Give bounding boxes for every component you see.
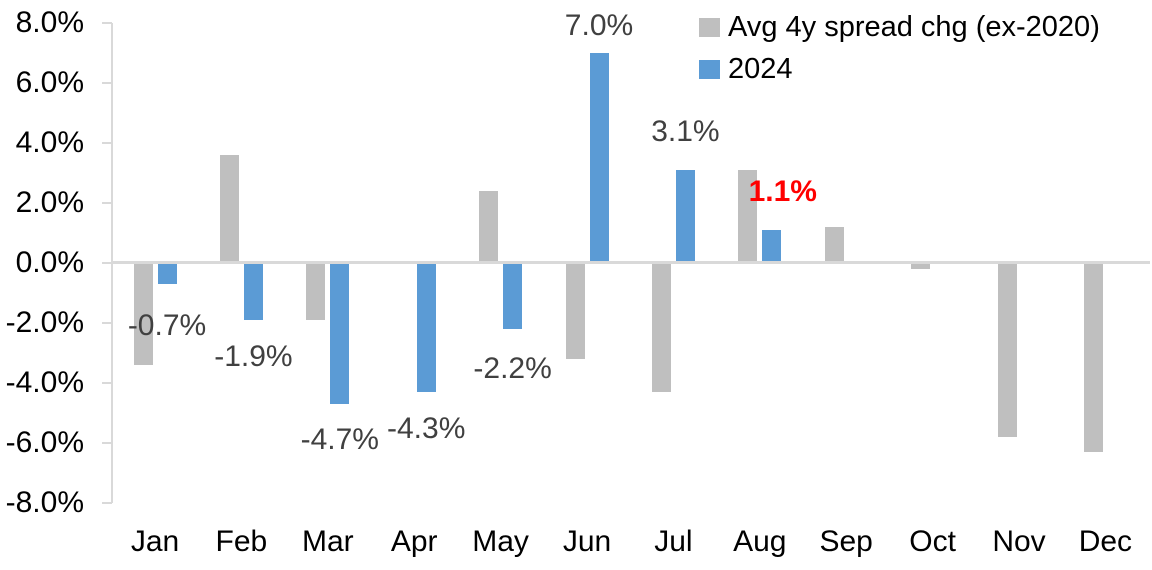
legend-label: 2024 bbox=[728, 52, 793, 85]
y-tick-label: 4.0% bbox=[15, 125, 84, 159]
y-tick-mark bbox=[102, 441, 112, 444]
data-label-may: -2.2% bbox=[473, 352, 552, 385]
y-tick-label: -4.0% bbox=[5, 365, 84, 399]
x-tick-label-apr: Apr bbox=[390, 525, 438, 558]
data-label-jun: 7.0% bbox=[564, 8, 634, 42]
data-label-jan: -0.7% bbox=[127, 308, 207, 342]
y-tick-label: -2.0% bbox=[5, 305, 84, 339]
x-tick-label-dec: Dec bbox=[1078, 525, 1133, 558]
x-tick-label-mar: Mar bbox=[301, 525, 354, 558]
x-tick-label-feb: Feb bbox=[215, 525, 268, 558]
bar-2024-aug bbox=[762, 229, 782, 263]
data-label-mar: -4.7% bbox=[300, 422, 379, 456]
x-tick-label-may: May bbox=[472, 525, 529, 558]
legend-entry-avg: Avg 4y spread chg (ex-2020) bbox=[699, 6, 1100, 48]
legend-swatch-icon bbox=[699, 59, 720, 79]
y-tick-label: 6.0% bbox=[15, 65, 84, 99]
y-tick-mark bbox=[102, 261, 112, 264]
bar-avg-nov bbox=[997, 262, 1017, 437]
bar-avg-dec bbox=[1083, 262, 1103, 452]
bar-avg-jun bbox=[565, 262, 585, 359]
y-tick-label: -6.0% bbox=[5, 425, 84, 459]
bar-avg-aug bbox=[738, 169, 758, 263]
x-axis-baseline bbox=[111, 261, 1150, 264]
bar-avg-jan bbox=[133, 262, 153, 365]
data-label-aug: 1.1% bbox=[748, 175, 817, 208]
y-tick-mark bbox=[102, 21, 112, 24]
y-tick-label: 0.0% bbox=[15, 245, 84, 279]
data-label-apr: -4.3% bbox=[387, 412, 466, 445]
legend: Avg 4y spread chg (ex-2020) 2024 bbox=[699, 6, 1100, 90]
x-tick-label-sep: Sep bbox=[819, 525, 873, 558]
x-tick-label-jan: Jan bbox=[130, 525, 180, 558]
legend-swatch-icon bbox=[699, 17, 720, 37]
x-tick-label-jul: Jul bbox=[654, 525, 693, 558]
x-tick-label-jun: Jun bbox=[562, 525, 612, 558]
x-tick-label-aug: Aug bbox=[733, 525, 787, 558]
bar-2024-apr bbox=[416, 262, 436, 392]
y-tick-mark bbox=[102, 141, 112, 144]
bar-2024-feb bbox=[243, 262, 263, 320]
y-tick-label: -8.0% bbox=[5, 485, 84, 519]
data-label-feb: -1.9% bbox=[214, 340, 293, 373]
x-tick-label-oct: Oct bbox=[909, 525, 956, 558]
y-tick-label: 8.0% bbox=[15, 5, 84, 39]
bar-avg-oct bbox=[911, 262, 931, 269]
bar-avg-jul bbox=[651, 262, 671, 392]
y-tick-mark bbox=[102, 501, 112, 504]
legend-entry-2024: 2024 bbox=[699, 48, 1100, 90]
x-tick-label-nov: Nov bbox=[992, 525, 1046, 558]
y-tick-mark bbox=[102, 81, 112, 84]
bar-2024-jan bbox=[157, 262, 177, 284]
y-tick-mark bbox=[102, 201, 112, 204]
y-tick-label: 2.0% bbox=[15, 185, 84, 219]
bar-avg-may bbox=[479, 190, 499, 263]
bar-avg-sep bbox=[824, 226, 844, 263]
bar-avg-mar bbox=[306, 262, 326, 320]
y-tick-mark bbox=[102, 321, 112, 324]
bar-2024-may bbox=[503, 262, 523, 329]
data-label-jul: 3.1% bbox=[651, 115, 720, 148]
bar-2024-jun bbox=[589, 52, 609, 263]
bar-avg-feb bbox=[219, 154, 239, 263]
bar-2024-mar bbox=[330, 262, 350, 404]
bar-2024-jul bbox=[675, 169, 695, 263]
y-tick-mark bbox=[102, 381, 112, 384]
legend-label: Avg 4y spread chg (ex-2020) bbox=[728, 10, 1100, 43]
